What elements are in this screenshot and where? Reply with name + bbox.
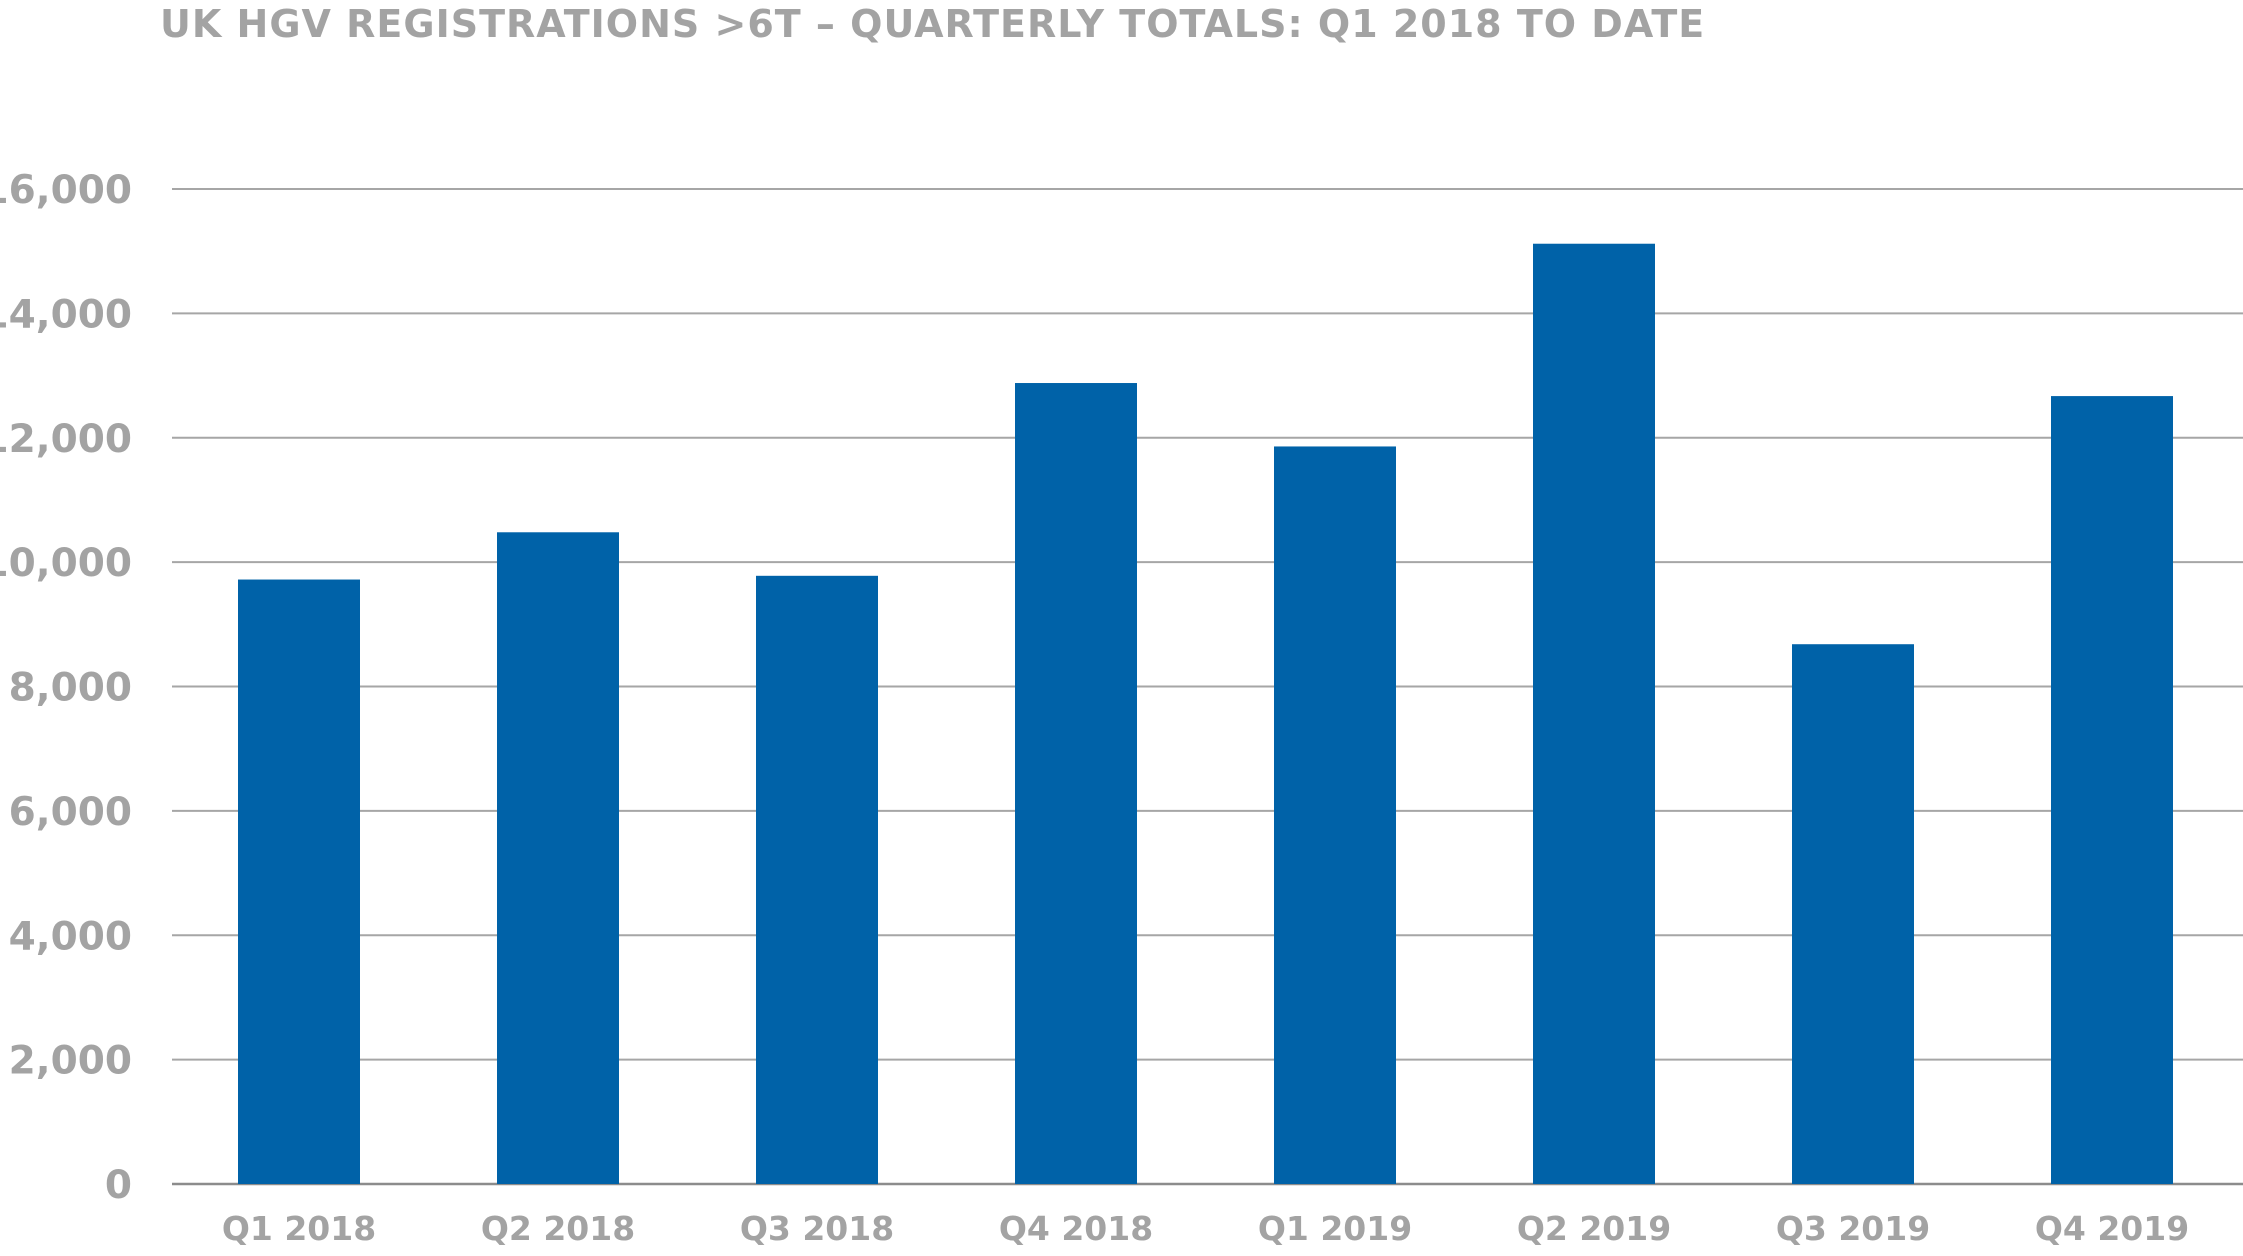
- bar: [497, 532, 619, 1184]
- y-tick-label: 10,000: [0, 541, 132, 586]
- chart-title: UK HGV REGISTRATIONS >6T – QUARTERLY TOT…: [160, 2, 1706, 46]
- y-tick-label: 14,000: [0, 292, 132, 337]
- bar: [1533, 243, 1655, 1185]
- x-tick-label: Q3 2019: [1776, 1209, 1930, 1248]
- y-tick-label: 2,000: [9, 1039, 132, 1084]
- bars: [238, 243, 2173, 1185]
- y-tick-label: 4,000: [9, 914, 132, 959]
- bar: [238, 579, 360, 1184]
- x-tick-label: Q4 2019: [2035, 1209, 2189, 1248]
- y-tick-label: 6,000: [9, 790, 132, 835]
- bar: [756, 575, 878, 1184]
- bar: [1274, 446, 1396, 1184]
- y-tick-label: 0: [105, 1163, 132, 1208]
- y-axis-tick-labels: 0 2,000 4,000 6,000 8,000 10,000 12,000 14,000 1…: [0, 168, 132, 1208]
- x-tick-label: Q2 2018: [481, 1209, 635, 1248]
- y-tick-label: 8,000: [9, 666, 132, 711]
- x-tick-label: Q1 2018: [222, 1209, 376, 1248]
- x-tick-label: Q3 2018: [740, 1209, 894, 1248]
- bar: [1015, 383, 1137, 1184]
- x-tick-label: Q4 2018: [999, 1209, 1153, 1248]
- x-tick-label: Q2 2019: [1517, 1209, 1671, 1248]
- x-axis-tick-labels: Q1 2018 Q2 2018 Q3 2018 Q4 2018 Q1 2019 Q2 20…: [222, 1209, 2189, 1248]
- bar: [2051, 396, 2173, 1185]
- y-tick-label: 12,000: [0, 417, 132, 462]
- bar: [1792, 644, 1914, 1184]
- gridlines: [172, 188, 2243, 1186]
- y-tick-label: 16,000: [0, 168, 132, 213]
- x-tick-label: Q1 2019: [1258, 1209, 1412, 1248]
